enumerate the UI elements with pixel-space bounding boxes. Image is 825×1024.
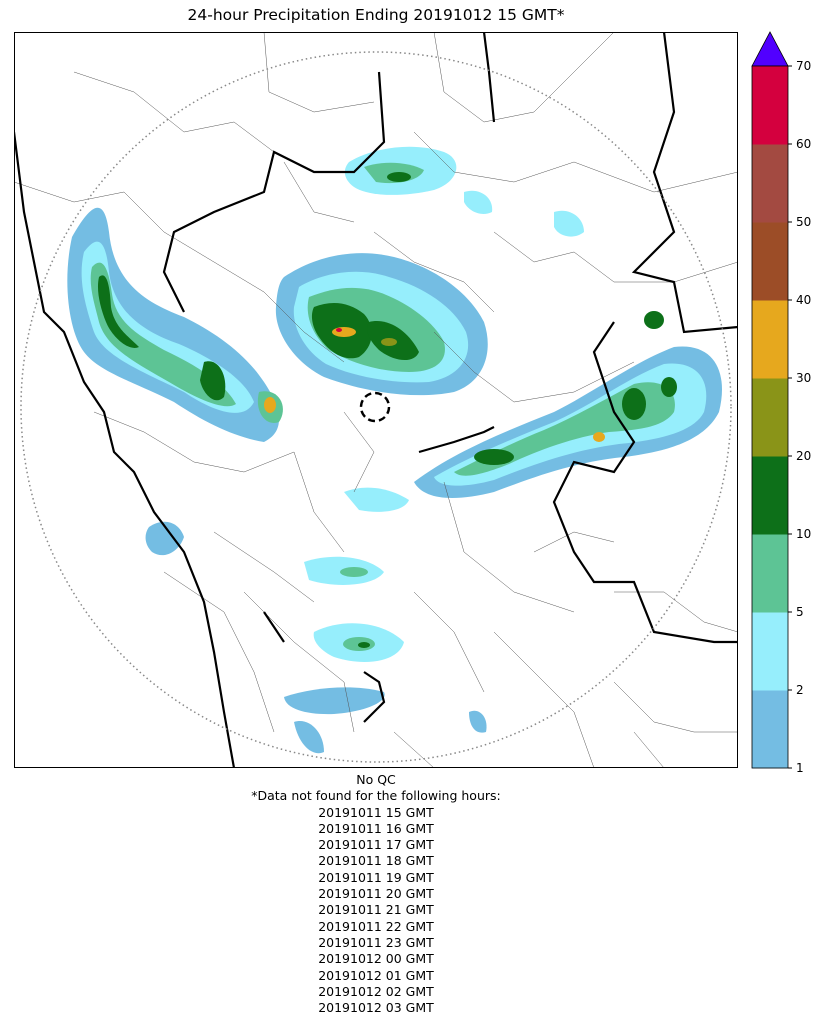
colorbar-tick-label: 10 bbox=[796, 527, 811, 541]
rain-area bbox=[145, 521, 184, 556]
colorbar-segment bbox=[752, 690, 788, 769]
colorbar-segment bbox=[752, 300, 788, 379]
colorbar-tick-label: 30 bbox=[796, 371, 811, 385]
rain-area bbox=[387, 172, 411, 182]
colorbar-segment bbox=[752, 534, 788, 613]
rain-area bbox=[97, 275, 139, 348]
rain-area bbox=[644, 311, 664, 329]
rain-area bbox=[381, 338, 397, 346]
colorbar-tick-label: 60 bbox=[796, 137, 811, 151]
state-boundaries bbox=[14, 32, 738, 768]
colorbar-tick-label: 50 bbox=[796, 215, 811, 229]
rain-area bbox=[340, 567, 368, 577]
colorbar-tick-label: 5 bbox=[796, 605, 804, 619]
rain-area bbox=[464, 190, 493, 214]
colorbar-tick-label: 70 bbox=[796, 59, 811, 73]
rain-area bbox=[294, 721, 324, 754]
rain-area bbox=[358, 642, 370, 648]
missing-hour: 20191012 02 GMT bbox=[318, 983, 434, 999]
rain-area bbox=[332, 327, 356, 337]
missing-hour: 20191012 00 GMT bbox=[318, 951, 434, 967]
colorbar-tick-label: 40 bbox=[796, 293, 811, 307]
colorbar-frame bbox=[751, 65, 789, 769]
rain-area bbox=[336, 328, 342, 332]
missing-hour: 20191012 01 GMT bbox=[318, 967, 434, 983]
map-frame bbox=[14, 32, 738, 768]
precipitation-layer bbox=[67, 146, 722, 754]
rain-area bbox=[90, 262, 236, 407]
radar-site-marker bbox=[359, 391, 391, 423]
colorbar-segment bbox=[752, 144, 788, 223]
rain-area bbox=[344, 487, 409, 512]
radar-range-ring bbox=[20, 51, 732, 763]
rain-area bbox=[554, 210, 584, 237]
precipitation-map bbox=[14, 32, 738, 768]
district-boundaries bbox=[14, 32, 738, 768]
rain-area bbox=[284, 687, 385, 715]
missing-hour: 20191011 18 GMT bbox=[318, 853, 434, 869]
colorbar-extend-triangle bbox=[751, 31, 789, 67]
missing-hour: 20191011 21 GMT bbox=[318, 902, 434, 918]
rain-area bbox=[622, 388, 646, 420]
rain-area bbox=[469, 710, 487, 733]
map-title: 24-hour Precipitation Ending 20191012 15… bbox=[187, 6, 565, 24]
missing-hour: 20191011 22 GMT bbox=[318, 918, 434, 934]
colorbar-segment bbox=[752, 612, 788, 691]
qc-note: No QC bbox=[356, 772, 396, 787]
rain-area bbox=[200, 361, 226, 401]
missing-data-header: *Data not found for the following hours: bbox=[251, 788, 501, 804]
missing-hours-list: 20191011 15 GMT 20191011 16 GMT 20191011 1… bbox=[14, 805, 738, 1017]
colorbar-segment bbox=[752, 456, 788, 535]
boundary-lines bbox=[14, 32, 738, 768]
missing-hour: 20191011 17 GMT bbox=[318, 837, 434, 853]
rain-area bbox=[593, 432, 605, 442]
missing-hour: 20191011 15 GMT bbox=[318, 804, 434, 820]
rain-area bbox=[264, 397, 276, 413]
colorbar-segment bbox=[752, 378, 788, 457]
rain-area bbox=[661, 377, 677, 397]
footnotes: No QC *Data not found for the following … bbox=[14, 772, 738, 1016]
missing-hour: 20191011 20 GMT bbox=[318, 886, 434, 902]
missing-hour: 20191011 23 GMT bbox=[318, 934, 434, 950]
rain-area bbox=[474, 449, 514, 465]
colorbar-segment bbox=[752, 222, 788, 301]
missing-hour: 20191012 03 GMT bbox=[318, 1000, 434, 1016]
colorbar-tick-label: 2 bbox=[796, 683, 804, 697]
colorbar: 1 2 5 10 20 30 40 50 60 70 bbox=[751, 31, 811, 775]
colorbar-segment bbox=[752, 66, 788, 145]
colorbar-tick-label: 1 bbox=[796, 761, 804, 775]
colorbar-tick-label: 20 bbox=[796, 449, 811, 463]
missing-hour: 20191011 19 GMT bbox=[318, 869, 434, 885]
missing-hour: 20191011 16 GMT bbox=[318, 820, 434, 836]
